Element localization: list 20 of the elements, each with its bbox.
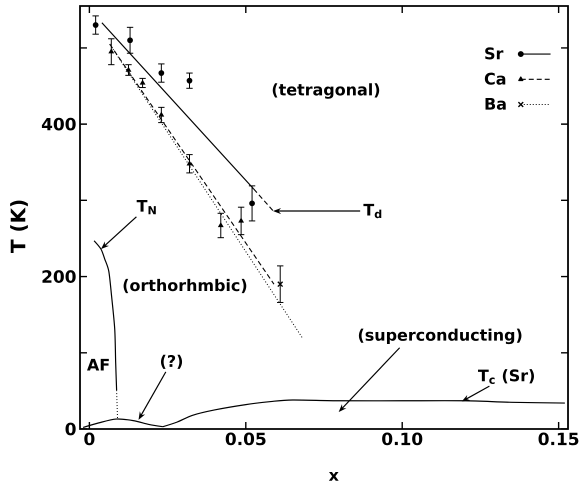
- annotation: (superconducting): [358, 328, 522, 344]
- annotation: T$_{c}$ (Sr): [478, 369, 534, 384]
- x-tick-label: 0: [84, 432, 94, 446]
- annotation: (orthorhmbic): [124, 278, 246, 294]
- annotation: (?): [160, 354, 182, 369]
- x-tick-label: 0.05: [226, 432, 266, 446]
- annotation: T$_{N}$: [136, 200, 156, 214]
- annotation: (tetragonal): [272, 83, 380, 99]
- x-axis-title: x: [328, 472, 339, 481]
- legend-label: Sr: [485, 47, 504, 60]
- x-tick-label: 0.15: [538, 432, 578, 446]
- y-tick-label: 0: [66, 422, 76, 436]
- legend-label: Ba: [486, 98, 506, 110]
- y-tick-label: 200: [42, 270, 76, 283]
- annotation: AF: [87, 358, 109, 371]
- x-tick-label: 0.10: [382, 432, 422, 446]
- y-tick-label: 400: [42, 118, 76, 131]
- y-axis-title: T (K): [10, 200, 28, 253]
- annotation: T$_{d}$: [363, 204, 382, 218]
- legend-label: Ca: [484, 72, 506, 85]
